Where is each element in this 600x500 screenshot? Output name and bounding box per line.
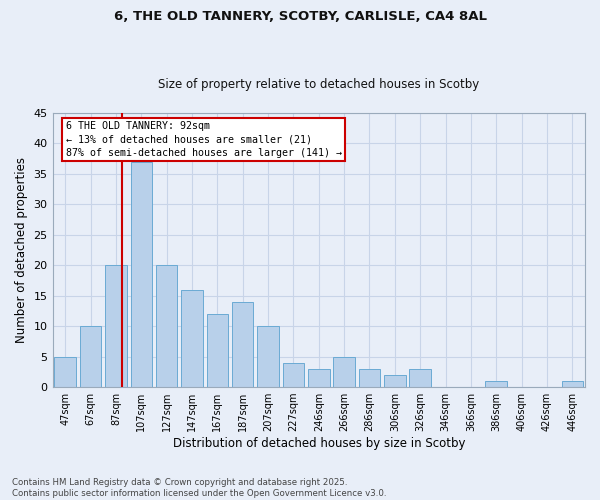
X-axis label: Distribution of detached houses by size in Scotby: Distribution of detached houses by size … — [173, 437, 465, 450]
Bar — [283, 362, 304, 387]
Bar — [308, 369, 329, 387]
Text: 6, THE OLD TANNERY, SCOTBY, CARLISLE, CA4 8AL: 6, THE OLD TANNERY, SCOTBY, CARLISLE, CA… — [113, 10, 487, 23]
Bar — [257, 326, 279, 387]
Y-axis label: Number of detached properties: Number of detached properties — [15, 157, 28, 343]
Bar — [384, 375, 406, 387]
Bar — [105, 266, 127, 387]
Bar — [409, 369, 431, 387]
Bar — [55, 356, 76, 387]
Title: Size of property relative to detached houses in Scotby: Size of property relative to detached ho… — [158, 78, 479, 91]
Text: 6 THE OLD TANNERY: 92sqm
← 13% of detached houses are smaller (21)
87% of semi-d: 6 THE OLD TANNERY: 92sqm ← 13% of detach… — [66, 121, 342, 158]
Bar — [206, 314, 228, 387]
Bar — [485, 381, 507, 387]
Bar — [334, 356, 355, 387]
Bar — [80, 326, 101, 387]
Bar — [181, 290, 203, 387]
Text: Contains HM Land Registry data © Crown copyright and database right 2025.
Contai: Contains HM Land Registry data © Crown c… — [12, 478, 386, 498]
Bar — [562, 381, 583, 387]
Bar — [232, 302, 253, 387]
Bar — [156, 266, 178, 387]
Bar — [131, 162, 152, 387]
Bar — [359, 369, 380, 387]
